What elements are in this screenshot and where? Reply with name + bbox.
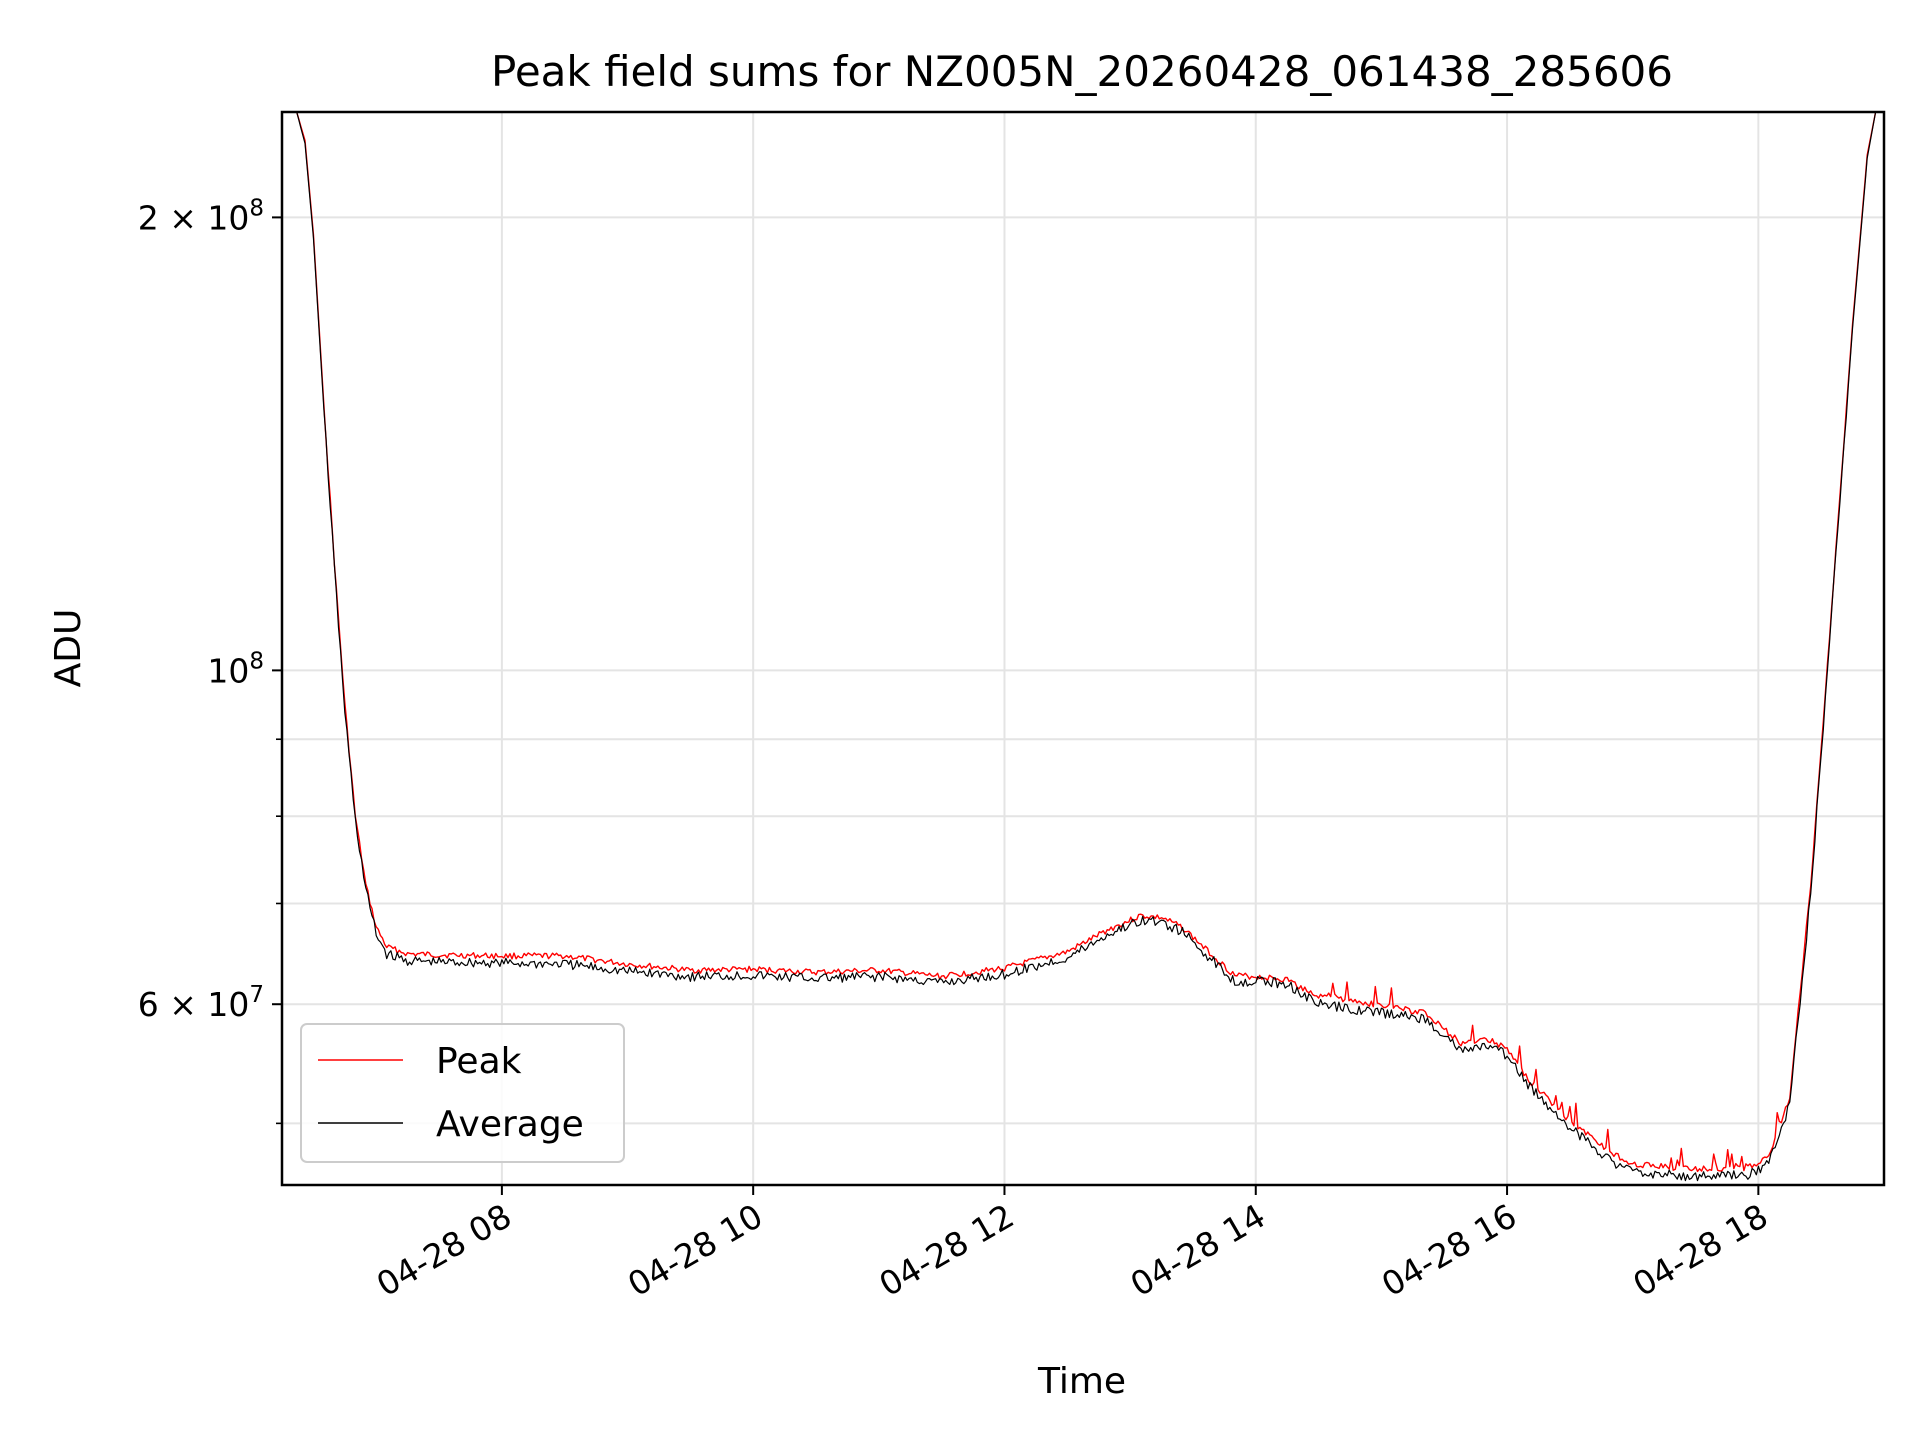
y-tick-exponent: 8 — [249, 648, 264, 674]
legend-box — [300, 1023, 625, 1163]
y-tick-exponent: 8 — [249, 195, 264, 221]
x-tick-label: 04-28 08 — [370, 1196, 518, 1304]
y-tick-label: 2 × 108 — [138, 195, 264, 237]
chart-title: Peak field sums for NZ005N_20260428_0614… — [491, 47, 1673, 96]
x-tick-label: 04-28 14 — [1124, 1196, 1272, 1304]
y-tick-base: 10 — [207, 651, 249, 690]
plot-frame — [280, 110, 1886, 1187]
y-tick-label: 6 × 107 — [138, 982, 264, 1024]
x-tick-label: 04-28 12 — [872, 1196, 1020, 1304]
x-tick-label: 04-28 10 — [621, 1196, 769, 1304]
legend: Peak Average — [300, 1023, 625, 1163]
x-axis-label: Time — [1037, 1361, 1126, 1402]
y-tick-base: 2 × 10 — [138, 198, 250, 237]
x-tick-label: 04-28 16 — [1375, 1196, 1523, 1304]
x-axis: 04-28 08 04-28 10 04-28 12 04-28 14 04-28 16… — [370, 1185, 1774, 1304]
legend-label-average: Average — [436, 1104, 584, 1145]
series-layer — [296, 112, 1877, 1182]
y-axis-label: ADU — [48, 609, 89, 688]
x-tick-label: 04-28 18 — [1626, 1196, 1774, 1304]
y-tick-exponent: 7 — [249, 982, 264, 1008]
y-tick-label: 108 — [207, 648, 264, 690]
legend-label-peak: Peak — [436, 1041, 522, 1082]
y-tick-base: 6 × 10 — [138, 985, 250, 1024]
grid-lines — [282, 112, 1884, 1185]
series-line-average — [296, 112, 1877, 1182]
series-line-peak — [296, 112, 1877, 1173]
